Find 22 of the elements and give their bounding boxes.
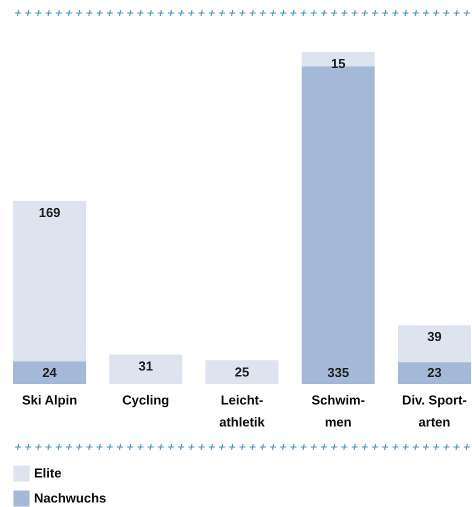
x-tick-label: Ski Alpin bbox=[22, 392, 78, 408]
x-tick-label: Div. Sport-arten bbox=[402, 392, 467, 430]
data-label: 23 bbox=[427, 365, 442, 380]
bar bbox=[206, 360, 278, 384]
x-tick-label: Schwim-men bbox=[311, 392, 365, 430]
data-label: 15 bbox=[330, 56, 346, 71]
data-label: 39 bbox=[427, 329, 442, 344]
x-tick-label: Cycling bbox=[122, 392, 170, 408]
data-label: 169 bbox=[38, 204, 60, 220]
bar bbox=[13, 361, 86, 384]
legend-label: Nachwuchs bbox=[34, 490, 106, 506]
data-label: 31 bbox=[138, 358, 154, 374]
data-label: 335 bbox=[327, 365, 350, 380]
bar bbox=[398, 362, 471, 384]
legend-label: Elite bbox=[34, 466, 62, 480]
data-label: 25 bbox=[234, 364, 250, 380]
bar bbox=[302, 52, 375, 66]
data-label: 24 bbox=[42, 365, 58, 380]
bar bbox=[398, 325, 471, 362]
bar bbox=[13, 200, 86, 362]
x-tick-label: Leicht-athletik bbox=[219, 392, 266, 430]
bar bbox=[109, 354, 182, 384]
